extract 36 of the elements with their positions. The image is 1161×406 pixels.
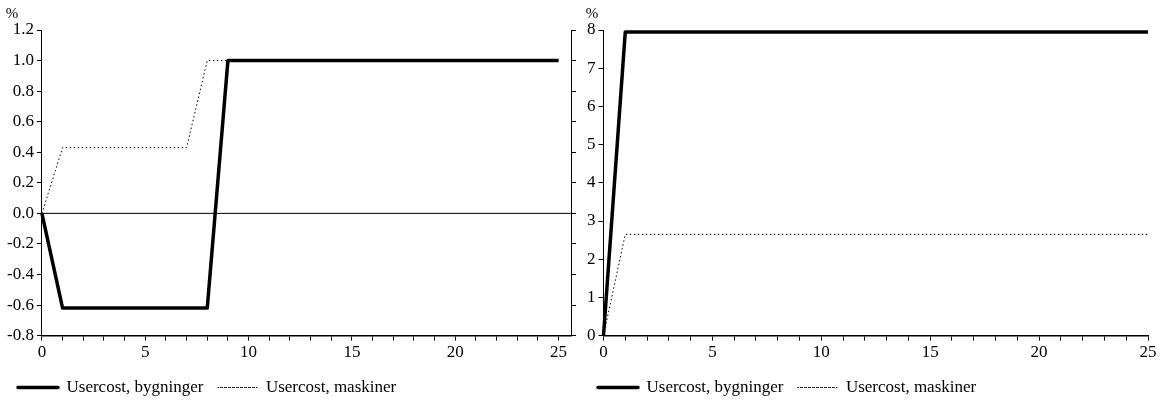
x-tick-label: 20 <box>446 342 464 362</box>
y-tick-label: -0.4 <box>6 263 35 283</box>
y-tick-label: 2 <box>587 248 596 268</box>
y-tick-label: 0.2 <box>12 172 34 192</box>
x-tick-label: 5 <box>708 342 717 362</box>
legend-label: Usercost, bygninger <box>66 376 204 396</box>
y-tick-label: 0 <box>587 325 596 345</box>
y-tick-label: -0.8 <box>6 325 34 345</box>
y-tick-label: 1.2 <box>12 19 34 39</box>
y-tick-label: 6 <box>587 95 596 115</box>
y-tick-label: 4 <box>587 172 596 192</box>
y-tick-label: 8 <box>587 19 596 39</box>
x-tick-label: 5 <box>141 342 150 362</box>
y-tick-label: 0.8 <box>12 80 34 100</box>
y-tick-label: 0.0 <box>12 202 34 222</box>
x-tick-label: 20 <box>1030 342 1048 362</box>
y-tick-label: -0.2 <box>6 233 34 253</box>
x-tick-label: 25 <box>550 342 568 362</box>
y-axis-title: % <box>585 5 599 22</box>
y-tick-label: 0.4 <box>12 141 35 161</box>
y-tick-label: 3 <box>587 210 596 230</box>
y-tick-label: 0.6 <box>12 111 34 131</box>
legend-label: Usercost, maskiner <box>265 376 397 396</box>
x-tick-label: 25 <box>1139 342 1157 362</box>
y-tick-label: 7 <box>587 57 596 77</box>
y-tick-label: 1.0 <box>12 50 34 70</box>
x-tick-label: 15 <box>343 342 361 362</box>
y-tick-label: -0.6 <box>6 294 34 314</box>
x-tick-label: 10 <box>812 342 830 362</box>
y-tick-label: 5 <box>587 134 596 154</box>
legend-label: Usercost, bygninger <box>646 376 784 396</box>
y-tick-label: 1 <box>587 286 596 306</box>
y-axis-title: % <box>5 5 19 22</box>
x-tick-label: 10 <box>240 342 258 362</box>
x-tick-label: 15 <box>921 342 939 362</box>
legend-label: Usercost, maskiner <box>845 376 977 396</box>
